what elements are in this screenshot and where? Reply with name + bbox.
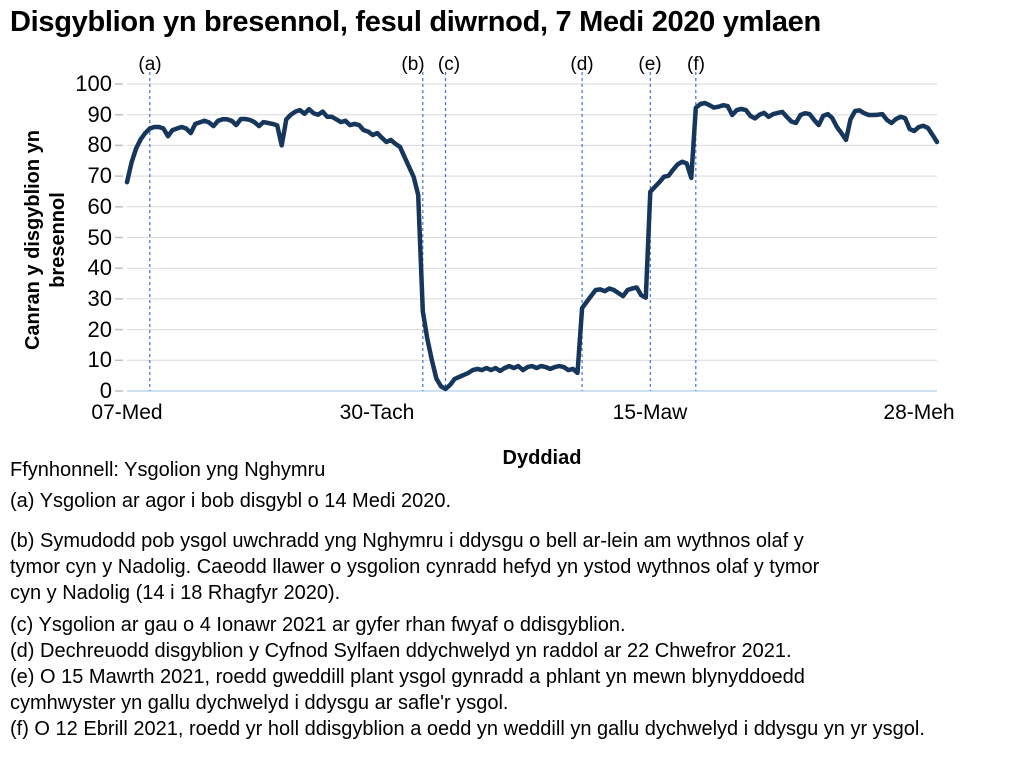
source-note: Ffynhonnell: Ysgolion yng Nghymru bbox=[10, 459, 326, 481]
chart-svg bbox=[115, 72, 940, 392]
event-label-(f): (f) bbox=[687, 54, 705, 75]
x-axis-title: Dyddiad bbox=[502, 447, 582, 469]
x-tick-label-30-Tach: 30-Tach bbox=[339, 401, 415, 424]
event-label-(e): (e) bbox=[638, 54, 662, 75]
footnote-f: (f) O 12 Ebrill 2021, roedd yr holl ddis… bbox=[10, 718, 925, 740]
event-label-(c): (c) bbox=[437, 54, 461, 75]
x-tick-label-28-Meh: 28-Meh bbox=[883, 401, 955, 424]
footnote-b: (b) Symudodd pob ysgol uwchradd yng Nghy… bbox=[10, 530, 820, 604]
y-tick-label-90: 90 bbox=[87, 102, 112, 127]
plot-area bbox=[115, 72, 940, 392]
y-tick-label-80: 80 bbox=[87, 132, 112, 157]
event-label-(a): (a) bbox=[138, 54, 162, 75]
footnote-a: (a) Ysgolion ar agor i bob disgybl o 14 … bbox=[10, 490, 452, 512]
y-tick-label-100: 100 bbox=[75, 71, 112, 96]
footnotes: (a) Ysgolion ar agor i bob disgybl o 14 … bbox=[10, 488, 1024, 742]
footnote-d: (d) Dechreuodd disgyblion y Cyfnod Sylfa… bbox=[10, 640, 792, 662]
y-tick-label-0: 0 bbox=[99, 378, 112, 403]
y-tick-label-30: 30 bbox=[87, 286, 112, 311]
footnote-e: (e) O 15 Mawrth 2021, roedd gweddill pla… bbox=[10, 666, 805, 714]
x-tick-label-15-Maw: 15-Maw bbox=[612, 401, 688, 424]
y-tick-label-70: 70 bbox=[87, 163, 112, 188]
event-label-(d): (d) bbox=[570, 54, 594, 75]
footnote-c: (c) Ysgolion ar gau o 4 Ionawr 2021 ar g… bbox=[10, 614, 626, 636]
chart-title: Disgyblion yn bresennol, fesul diwrnod, … bbox=[10, 6, 821, 38]
event-label-(b): (b) bbox=[401, 54, 425, 75]
y-tick-label-20: 20 bbox=[87, 317, 112, 342]
y-tick-label-40: 40 bbox=[87, 255, 112, 280]
x-tick-label-07-Med: 07-Med bbox=[91, 401, 163, 424]
y-tick-label-60: 60 bbox=[87, 194, 112, 219]
y-tick-label-10: 10 bbox=[87, 347, 112, 372]
y-tick-label-50: 50 bbox=[87, 225, 112, 250]
data-line-attendance bbox=[124, 100, 940, 392]
